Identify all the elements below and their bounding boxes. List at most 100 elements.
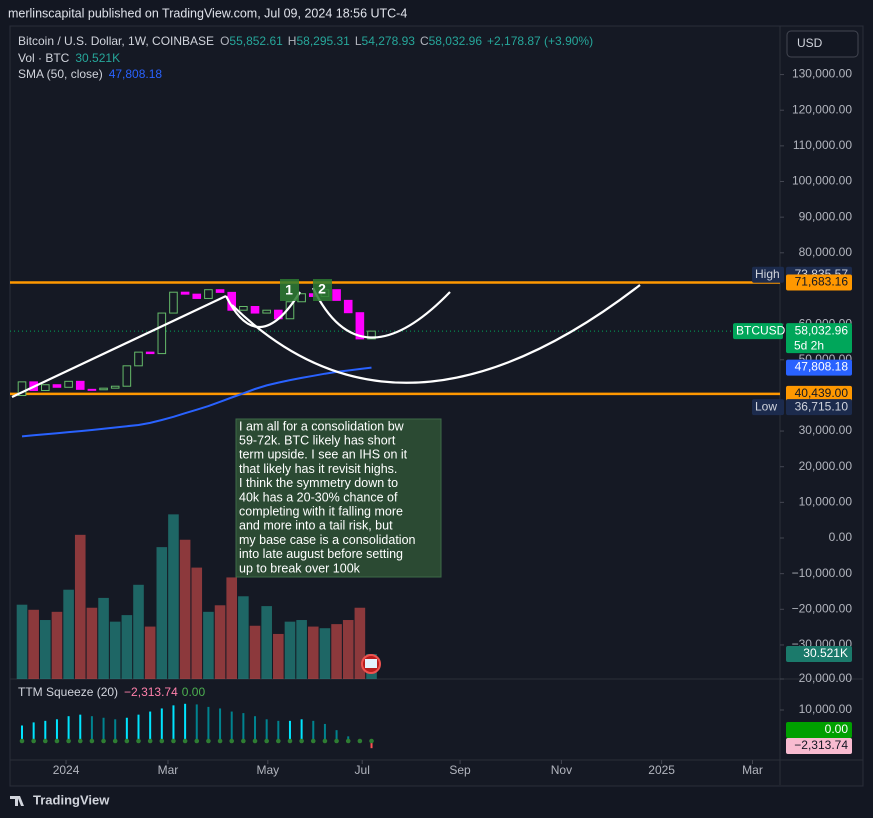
squeeze-dot [369, 738, 374, 744]
squeeze-bar [347, 736, 350, 741]
candle-body [367, 330, 376, 340]
candle-body [145, 351, 155, 355]
ohlc-key: H [288, 34, 297, 48]
ohlc-key: L [355, 34, 362, 48]
volume-bar [51, 611, 63, 679]
volume-bar [238, 596, 249, 679]
candle-body [180, 291, 190, 295]
volume-bar [319, 628, 331, 679]
squeeze-bar [184, 703, 187, 741]
volume-bar [191, 567, 203, 679]
x-tick-label: Mar [742, 763, 763, 777]
low-label: 36,715.10 [795, 399, 849, 413]
sma-name: SMA (50, close) [18, 67, 103, 81]
squeeze-bar [67, 716, 70, 741]
candle-body [75, 380, 85, 390]
volume-bar [74, 534, 86, 679]
low-tag: Low [755, 399, 777, 413]
squeeze-dot [66, 738, 71, 744]
volume-bar [121, 615, 133, 679]
ohlc-value: 58,295.31 [296, 34, 350, 48]
squeeze-bar [370, 740, 373, 749]
y-tick-label: 20,000.00 [799, 671, 853, 685]
currency-button[interactable] [786, 30, 859, 58]
volume-last-label: 30.521K [803, 646, 848, 660]
squeeze-dot [357, 738, 363, 744]
squeeze-bar [312, 720, 315, 741]
volume-last-box [786, 645, 852, 662]
ohlc-key: O [220, 34, 229, 48]
x-tick-label: Jul [355, 763, 370, 777]
y-tick-label: 130,000.00 [792, 67, 852, 81]
squeeze-bar [323, 723, 326, 741]
volume-bar [109, 621, 121, 679]
squeeze-dot [334, 738, 339, 744]
left-shoulder-curve [225, 291, 301, 329]
sma-line [21, 366, 372, 438]
currency[interactable]: USD [797, 36, 823, 50]
trend-line [11, 295, 227, 398]
footer-brand: TradingView [33, 792, 110, 807]
candle-body [215, 289, 225, 293]
candle-body [99, 387, 108, 391]
squeeze-bar [32, 722, 35, 741]
drawings [11, 284, 641, 398]
y-tick-label: −20,000.00 [792, 601, 853, 615]
publish-header: merlinscapital published on TradingView.… [8, 6, 407, 20]
symmetry-curve [231, 284, 641, 384]
y-tick-label: 110,000.00 [793, 138, 852, 152]
y-tick-label: 100,000.00 [792, 174, 852, 188]
ohlc-value: 54,278.93 [362, 34, 416, 48]
hline-label: 71,683.16 [795, 275, 849, 289]
annotation-line: 59-72k. BTC likely has short [239, 433, 396, 447]
squeeze-dot [345, 738, 351, 744]
candle-body [134, 351, 143, 367]
last-price-box [786, 323, 852, 354]
logo-mark [10, 796, 24, 806]
x-tick-label: 2025 [648, 763, 675, 777]
squeeze-dot [252, 738, 258, 744]
volume-bar [354, 607, 366, 679]
volume-bar [16, 604, 28, 679]
squeeze-dot [217, 738, 223, 744]
marker-label: 2 [318, 281, 326, 297]
y-tick-label: 80,000.00 [799, 245, 853, 259]
volume-bar [249, 625, 261, 679]
candle-body [169, 291, 178, 314]
symbol-title: Bitcoin / U.S. Dollar, 1W, COINBASE O55,8… [18, 34, 593, 48]
candle-body [110, 385, 120, 389]
squeeze-dot [182, 738, 188, 744]
squeeze-dot [147, 738, 153, 744]
last-price-label: 58,032.96 [795, 323, 849, 337]
volume-bar [179, 539, 191, 679]
hline-box [786, 274, 852, 291]
y-tick-label: 10,000.00 [799, 495, 853, 509]
candle-body [262, 309, 271, 314]
volume-bar [86, 607, 98, 679]
hline-box [786, 385, 852, 402]
volume-name: Vol · BTC [18, 51, 70, 65]
squeeze-dot [310, 738, 316, 744]
ohlc-key: C [420, 34, 429, 48]
squeeze-last-box [786, 737, 852, 754]
annotation-line: my base case is a consolidation [239, 533, 416, 547]
squeeze-dot [159, 738, 165, 744]
squeeze-dot [276, 738, 281, 744]
squeeze-bar [172, 705, 175, 741]
candle-body [332, 289, 341, 301]
x-tick-label: 2024 [53, 763, 80, 777]
x-tick-label: Mar [158, 763, 179, 777]
annotation-line: completing with it falling more [239, 504, 403, 518]
volume-bar [144, 626, 156, 679]
volume-bar [133, 584, 144, 679]
squeeze-bar [219, 708, 222, 741]
volume-bar [28, 609, 39, 679]
squeeze-bar [254, 716, 257, 741]
x-tick-label: Sep [449, 763, 471, 777]
volume-bar [40, 620, 51, 679]
squeeze-dot [112, 738, 118, 744]
volume-bar [296, 620, 307, 679]
squeeze-bar [265, 719, 268, 741]
footer-logo [10, 796, 24, 806]
